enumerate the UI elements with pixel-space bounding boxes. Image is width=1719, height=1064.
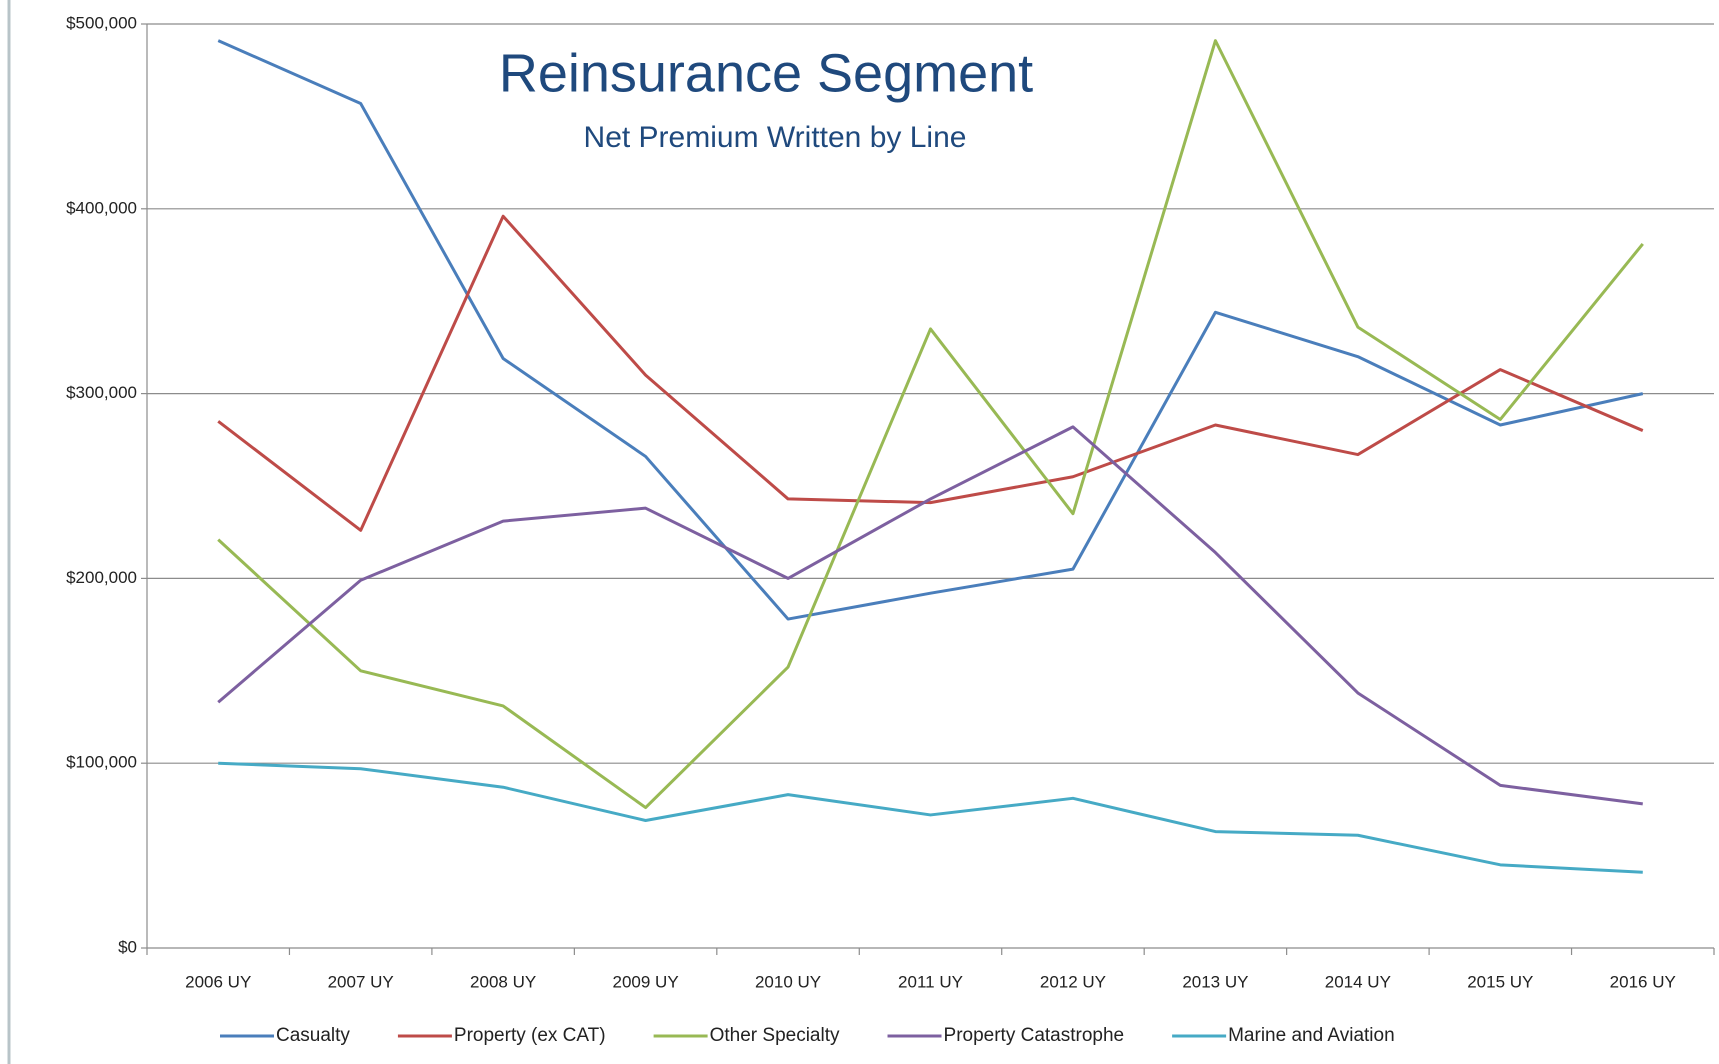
legend-item: Property Catastrophe	[887, 1025, 1125, 1046]
y-tick-label: $400,000	[66, 198, 137, 217]
legend-label: Property Catastrophe	[944, 1025, 1125, 1046]
legend-item: Property (ex CAT)	[397, 1025, 606, 1046]
x-tick-label: 2012 UY	[1040, 972, 1106, 991]
x-tick-label: 2016 UY	[1610, 972, 1676, 991]
x-tick-label: 2008 UY	[470, 972, 536, 991]
series-line	[217, 425, 1643, 806]
chart-title: Reinsurance Segment	[499, 43, 1033, 103]
series-line	[217, 39, 1644, 621]
series-line	[218, 761, 1643, 874]
legend-label: Other Specialty	[710, 1025, 840, 1046]
x-tick-label: 2013 UY	[1182, 972, 1248, 991]
x-tick-label: 2007 UY	[328, 972, 394, 991]
chart-subtitle: Net Premium Written by Line	[584, 121, 967, 154]
series-line	[217, 39, 1644, 810]
legend-item: Marine and Aviation	[1172, 1025, 1395, 1046]
legend-label: Property (ex CAT)	[454, 1025, 606, 1046]
legend-label: Marine and Aviation	[1228, 1025, 1395, 1046]
legend-item: Casualty	[220, 1025, 350, 1046]
y-tick-label: $500,000	[66, 13, 137, 32]
x-tick-label: 2009 UY	[613, 972, 679, 991]
x-tick-label: 2010 UY	[755, 972, 821, 991]
x-tick-label: 2011 UY	[898, 972, 963, 991]
legend-item: Other Specialty	[653, 1025, 840, 1046]
x-tick-label: 2006 UY	[185, 972, 251, 991]
y-tick-label: $300,000	[66, 383, 137, 402]
legend-label: Casualty	[276, 1025, 350, 1046]
x-tick-label: 2014 UY	[1325, 972, 1391, 991]
y-tick-label: $0	[118, 937, 137, 956]
y-tick-label: $100,000	[66, 753, 137, 772]
series-line	[217, 214, 1644, 532]
x-tick-label: 2015 UY	[1467, 972, 1533, 991]
y-tick-label: $200,000	[66, 568, 137, 587]
